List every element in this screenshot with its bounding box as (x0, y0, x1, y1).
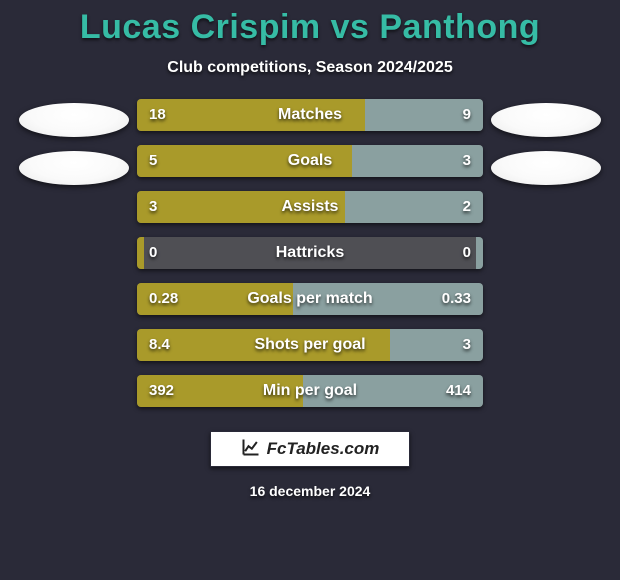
stat-metric-label: Assists (137, 191, 483, 223)
player-left-avatar (19, 103, 129, 137)
stat-row: 189Matches (137, 99, 483, 131)
stat-metric-label: Min per goal (137, 375, 483, 407)
stat-bars: 189Matches 53Goals 32Assists 00Hattricks 0.2… (137, 99, 483, 407)
branding-badge: FcTables.com (210, 431, 410, 467)
stat-row: 0.280.33Goals per match (137, 283, 483, 315)
date-label: 16 december 2024 (10, 483, 610, 499)
stat-metric-label: Shots per goal (137, 329, 483, 361)
stat-metric-label: Matches (137, 99, 483, 131)
club-left-avatar (19, 151, 129, 185)
page-subtitle: Club competitions, Season 2024/2025 (10, 59, 610, 77)
stat-row: 392414Min per goal (137, 375, 483, 407)
content-area: 189Matches 53Goals 32Assists 00Hattricks 0.2… (10, 99, 610, 407)
stat-metric-label: Goals (137, 145, 483, 177)
stat-metric-label: Goals per match (137, 283, 483, 315)
branding-text: FcTables.com (267, 439, 380, 459)
stat-row: 00Hattricks (137, 237, 483, 269)
branding-chart-icon (241, 437, 261, 462)
stat-row: 8.43Shots per goal (137, 329, 483, 361)
stat-metric-label: Hattricks (137, 237, 483, 269)
right-avatars (491, 103, 601, 185)
stat-row: 32Assists (137, 191, 483, 223)
player-right-avatar (491, 103, 601, 137)
stat-row: 53Goals (137, 145, 483, 177)
left-avatars (19, 103, 129, 185)
club-right-avatar (491, 151, 601, 185)
comparison-card: Lucas Crispim vs Panthong Club competiti… (0, 0, 620, 580)
page-title: Lucas Crispim vs Panthong (10, 8, 610, 47)
